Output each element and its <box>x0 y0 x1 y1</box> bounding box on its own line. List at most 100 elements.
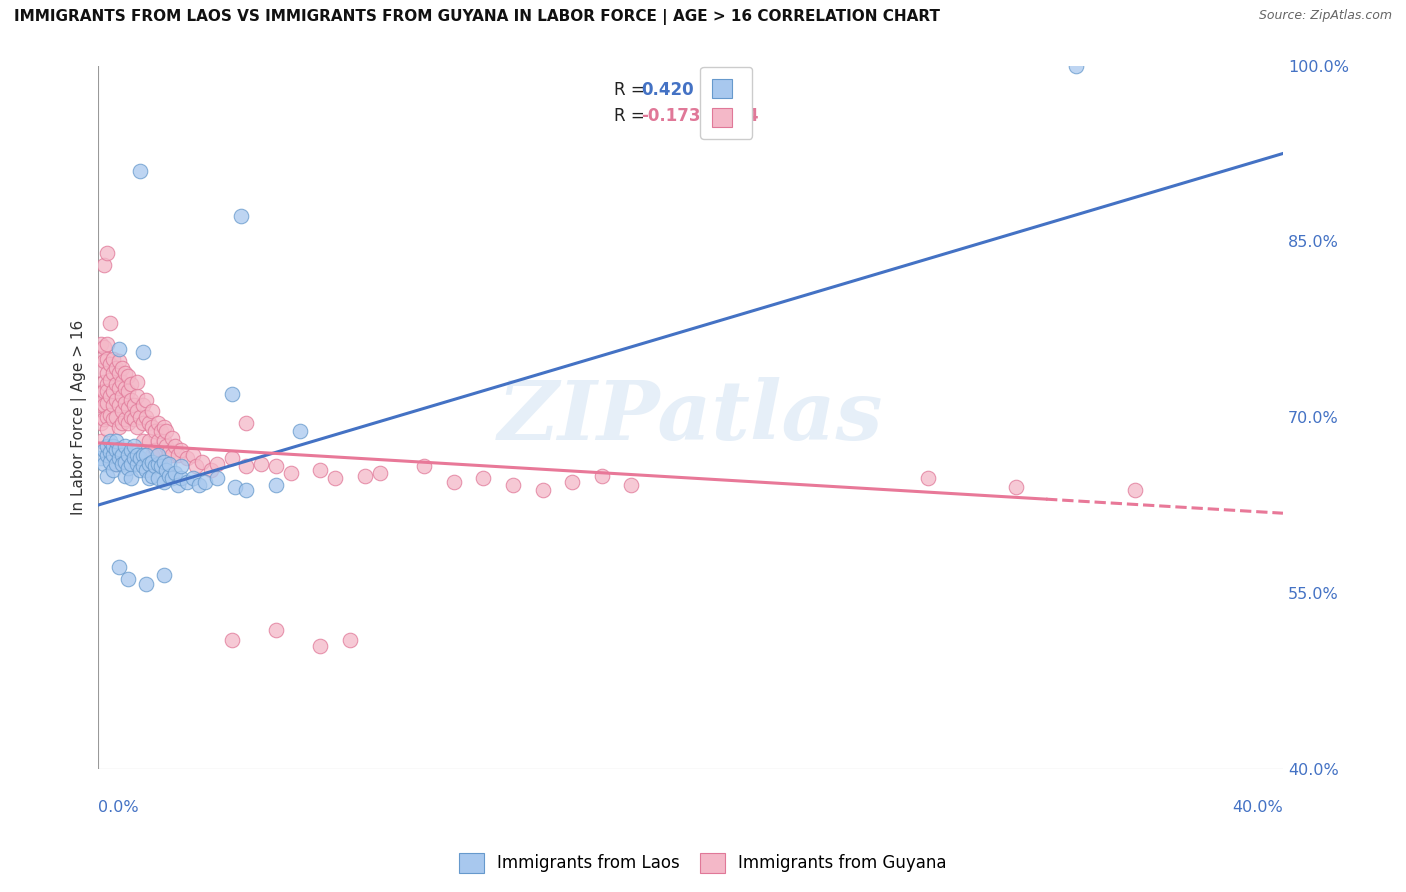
Point <box>165 467 187 481</box>
Point <box>98 455 121 469</box>
Point <box>93 354 115 368</box>
Point <box>111 457 134 471</box>
Point <box>368 467 391 481</box>
Text: R =: R = <box>613 107 650 125</box>
Point <box>170 471 193 485</box>
Point <box>117 416 139 430</box>
Point <box>138 416 160 430</box>
Point <box>120 377 142 392</box>
Point <box>108 442 131 456</box>
Point <box>188 478 211 492</box>
Point <box>502 478 524 492</box>
Point <box>120 471 142 485</box>
Point <box>264 624 287 638</box>
Text: 40.0%: 40.0% <box>1232 800 1282 815</box>
Point <box>162 431 184 445</box>
Legend: , : , <box>700 67 752 139</box>
Point <box>135 576 157 591</box>
Point <box>108 451 131 466</box>
Point <box>162 448 184 462</box>
Point <box>155 439 177 453</box>
Point <box>105 377 128 392</box>
Point <box>122 412 145 426</box>
Point <box>98 408 121 422</box>
Text: Source: ZipAtlas.com: Source: ZipAtlas.com <box>1258 9 1392 22</box>
Point <box>98 373 121 387</box>
Point <box>280 467 302 481</box>
Point <box>114 381 136 395</box>
Point <box>96 422 118 436</box>
Point <box>108 342 131 356</box>
Point <box>122 451 145 466</box>
Point <box>125 419 148 434</box>
Point <box>128 463 150 477</box>
Point <box>125 457 148 471</box>
Point <box>117 448 139 462</box>
Point <box>443 475 465 489</box>
Point <box>917 471 939 485</box>
Point <box>101 412 124 426</box>
Point <box>152 455 174 469</box>
Text: R =: R = <box>613 81 650 99</box>
Point <box>235 483 257 497</box>
Point <box>152 475 174 489</box>
Text: N =: N = <box>689 81 735 99</box>
Point <box>159 457 181 471</box>
Point <box>309 463 332 477</box>
Point <box>90 398 112 412</box>
Point <box>235 416 257 430</box>
Point <box>114 442 136 457</box>
Point <box>205 457 228 471</box>
Point <box>143 442 166 457</box>
Point <box>111 416 134 430</box>
Point <box>128 451 150 466</box>
Point <box>93 384 115 399</box>
Point <box>135 448 157 462</box>
Text: IMMIGRANTS FROM LAOS VS IMMIGRANTS FROM GUYANA IN LABOR FORCE | AGE > 16 CORRELA: IMMIGRANTS FROM LAOS VS IMMIGRANTS FROM … <box>14 9 941 25</box>
Point <box>101 384 124 399</box>
Point <box>90 351 112 366</box>
Point <box>101 398 124 412</box>
Point <box>117 384 139 399</box>
Point <box>108 354 131 368</box>
Text: N =: N = <box>689 107 735 125</box>
Point <box>108 560 131 574</box>
Text: 74: 74 <box>724 81 747 99</box>
Point <box>561 475 583 489</box>
Y-axis label: In Labor Force | Age > 16: In Labor Force | Age > 16 <box>72 319 87 515</box>
Point <box>90 363 112 377</box>
Point <box>114 396 136 410</box>
Point <box>132 344 155 359</box>
Point <box>181 448 204 462</box>
Point <box>111 448 134 462</box>
Point <box>143 424 166 438</box>
Point <box>125 448 148 462</box>
Point <box>111 404 134 418</box>
Point <box>149 459 172 474</box>
Point <box>531 483 554 497</box>
Point <box>93 412 115 426</box>
Point <box>96 351 118 366</box>
Text: 0.0%: 0.0% <box>98 800 139 815</box>
Point <box>229 209 252 223</box>
Point <box>141 404 163 418</box>
Point <box>128 410 150 425</box>
Point <box>143 459 166 474</box>
Point <box>170 442 193 457</box>
Point <box>98 445 121 459</box>
Point <box>96 448 118 462</box>
Point <box>152 419 174 434</box>
Point <box>159 468 181 483</box>
Point <box>101 448 124 462</box>
Point <box>138 434 160 448</box>
Point <box>125 404 148 418</box>
Point <box>135 463 157 477</box>
Point <box>413 459 436 474</box>
Point <box>93 340 115 354</box>
Legend: Immigrants from Laos, Immigrants from Guyana: Immigrants from Laos, Immigrants from Gu… <box>453 847 953 880</box>
Point <box>93 398 115 412</box>
Text: 114: 114 <box>724 107 758 125</box>
Point <box>141 455 163 469</box>
Point <box>96 366 118 380</box>
Point <box>96 246 118 260</box>
